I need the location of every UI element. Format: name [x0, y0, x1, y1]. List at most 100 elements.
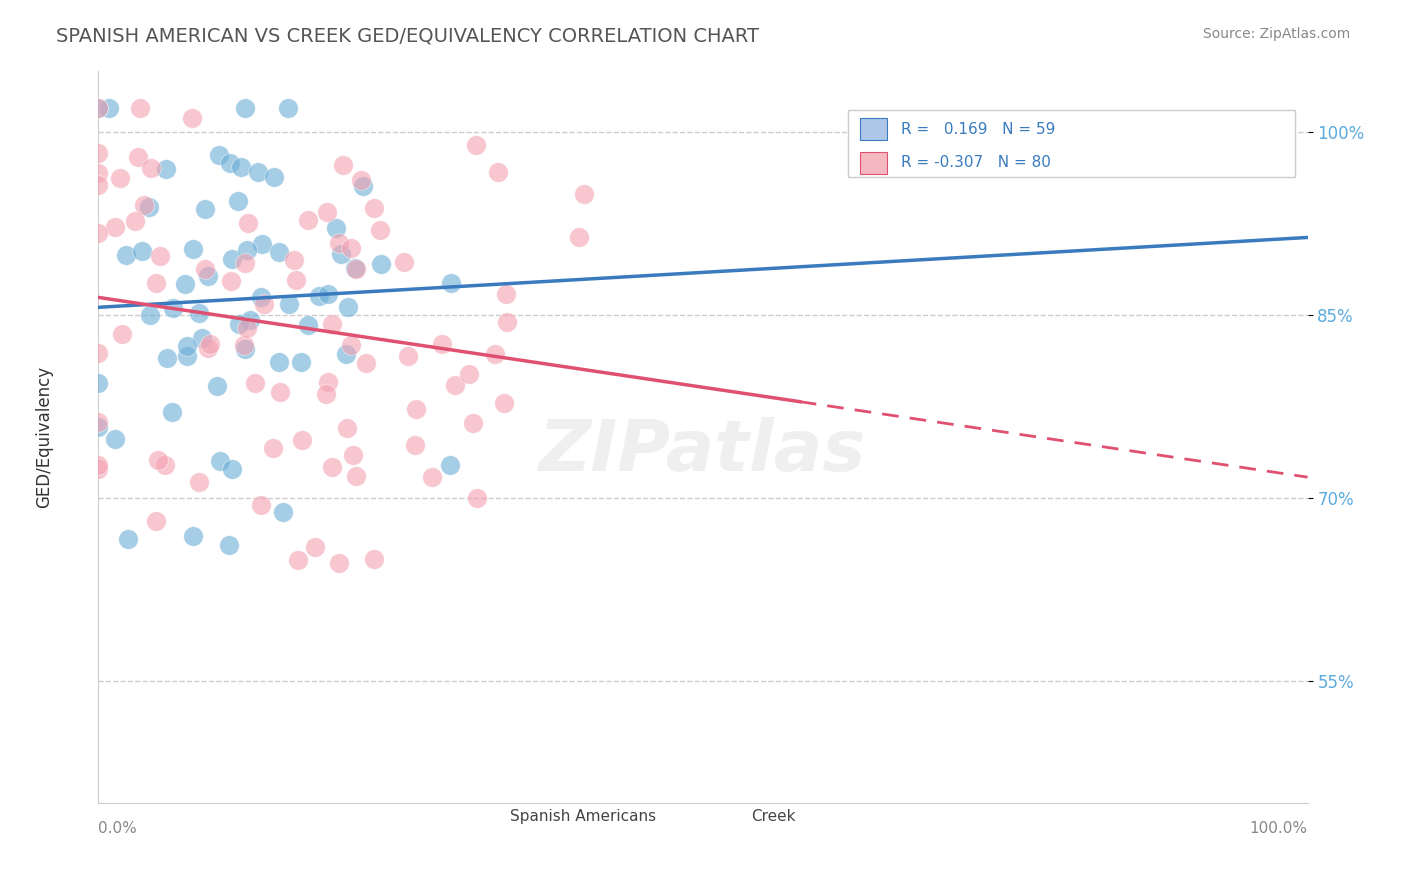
Point: [183, 529, 205, 543]
Point: [194, 202, 217, 216]
Point: [291, 434, 314, 448]
Point: [221, 462, 243, 476]
Point: [87, 458, 110, 472]
Point: [221, 252, 243, 266]
Point: [335, 420, 357, 434]
Point: [233, 101, 256, 115]
Bar: [860, 118, 887, 140]
Point: [87, 145, 110, 160]
Point: [228, 317, 250, 331]
Point: [315, 205, 337, 219]
Point: [262, 442, 284, 456]
Point: [297, 318, 319, 332]
Point: [138, 309, 160, 323]
Point: [332, 158, 354, 172]
Point: [321, 459, 343, 474]
Point: [443, 377, 465, 392]
Point: [218, 156, 240, 170]
Point: [127, 151, 149, 165]
Point: [283, 253, 305, 268]
Point: [316, 287, 339, 301]
Point: [321, 317, 343, 331]
Point: [325, 220, 347, 235]
Point: [329, 247, 352, 261]
Point: [146, 453, 169, 467]
Point: [392, 254, 415, 268]
Point: [340, 337, 363, 351]
Point: [153, 458, 176, 472]
Point: [572, 186, 595, 201]
Point: [253, 297, 276, 311]
Point: [134, 198, 156, 212]
Point: [87, 345, 110, 359]
Point: [496, 315, 519, 329]
Point: [277, 297, 299, 311]
Bar: [467, 809, 498, 825]
Point: [290, 355, 312, 369]
Point: [343, 260, 366, 275]
Point: [368, 223, 391, 237]
Point: [486, 165, 509, 179]
Point: [87, 420, 110, 434]
Point: [304, 540, 326, 554]
Point: [484, 346, 506, 360]
Text: ZIPatlas: ZIPatlas: [540, 417, 866, 486]
Point: [287, 553, 309, 567]
Point: [463, 416, 485, 430]
Point: [263, 170, 285, 185]
Point: [87, 415, 110, 429]
Bar: [709, 809, 740, 825]
Point: [277, 101, 299, 115]
Text: 100.0%: 100.0%: [1250, 822, 1308, 836]
Point: [104, 220, 127, 235]
Point: [405, 402, 427, 417]
Point: [271, 505, 294, 519]
Point: [160, 405, 183, 419]
Point: [181, 242, 204, 256]
Point: [245, 376, 267, 390]
Point: [339, 241, 361, 255]
Point: [117, 533, 139, 547]
Point: [156, 351, 179, 366]
Point: [337, 300, 360, 314]
Point: [188, 475, 211, 490]
Point: [233, 256, 256, 270]
Point: [457, 367, 479, 381]
Point: [176, 349, 198, 363]
Point: [148, 249, 170, 263]
Point: [104, 432, 127, 446]
Point: [129, 101, 152, 115]
Text: 0.0%: 0.0%: [98, 822, 138, 836]
Point: [404, 438, 426, 452]
Point: [124, 214, 146, 228]
Point: [236, 216, 259, 230]
Point: [465, 137, 488, 152]
Point: [439, 458, 461, 472]
Point: [350, 173, 373, 187]
Text: R =   0.169   N = 59: R = 0.169 N = 59: [901, 121, 1056, 136]
Point: [465, 491, 488, 505]
Point: [354, 355, 377, 369]
Text: R = -0.307   N = 80: R = -0.307 N = 80: [901, 155, 1052, 170]
Point: [432, 337, 454, 351]
Point: [285, 272, 308, 286]
Text: GED/Equivalency: GED/Equivalency: [35, 366, 53, 508]
Point: [495, 287, 517, 301]
Point: [267, 245, 290, 260]
Point: [316, 375, 339, 389]
Point: [328, 235, 350, 250]
Point: [218, 538, 240, 552]
Point: [111, 327, 134, 342]
Point: [269, 385, 291, 400]
Point: [87, 376, 110, 390]
Point: [87, 461, 110, 475]
Point: [197, 269, 219, 284]
Point: [87, 101, 110, 115]
Bar: [860, 152, 887, 174]
Point: [208, 454, 231, 468]
Point: [335, 347, 357, 361]
Point: [235, 320, 257, 334]
Point: [219, 274, 242, 288]
Point: [233, 338, 256, 352]
Point: [141, 161, 163, 175]
